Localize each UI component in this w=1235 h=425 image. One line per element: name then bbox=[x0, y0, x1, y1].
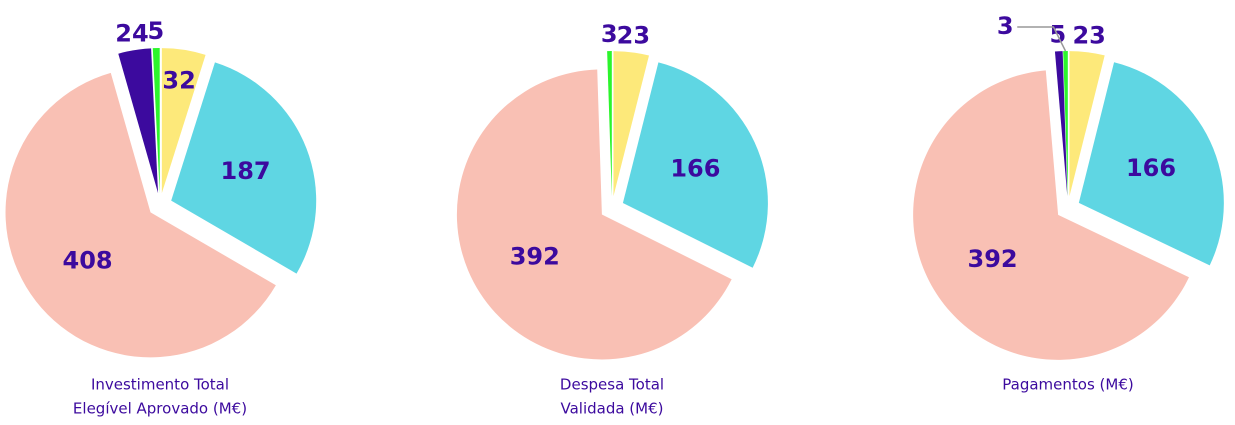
pie-slice bbox=[607, 51, 612, 197]
pie-slice bbox=[171, 62, 317, 274]
data-label: 5 bbox=[148, 17, 165, 45]
data-label: 392 bbox=[968, 245, 1018, 273]
chart-title: Despesa Total bbox=[560, 376, 664, 394]
pie-slice bbox=[913, 70, 1189, 360]
pie-slice bbox=[1078, 62, 1224, 266]
pie-slice bbox=[5, 72, 276, 358]
pie-slice bbox=[456, 69, 732, 360]
leader-line bbox=[1017, 26, 1067, 52]
data-label: 3 bbox=[601, 20, 618, 48]
data-label: 166 bbox=[1126, 154, 1176, 182]
pie-slice bbox=[613, 51, 649, 197]
chart-title: Elegível Aprovado (M€) bbox=[73, 400, 247, 418]
pie-slice bbox=[1054, 51, 1068, 197]
pie-slice bbox=[161, 48, 206, 194]
data-label: 32 bbox=[162, 66, 195, 94]
pie-slice bbox=[622, 62, 768, 268]
chart-title: Pagamentos (M€) bbox=[1002, 376, 1133, 394]
data-label: 166 bbox=[670, 155, 720, 183]
data-label: 23 bbox=[1072, 21, 1105, 49]
data-label: 3 bbox=[997, 12, 1014, 40]
data-label: 187 bbox=[221, 157, 271, 185]
chart-title: Investimento Total bbox=[91, 376, 229, 394]
data-label: 408 bbox=[63, 246, 113, 274]
data-label: 392 bbox=[510, 243, 560, 271]
pie-slice bbox=[152, 48, 160, 194]
pie-slice bbox=[1069, 51, 1105, 197]
data-label: 23 bbox=[617, 21, 650, 49]
pie-slice bbox=[1063, 51, 1068, 197]
chart-title: Validada (M€) bbox=[560, 400, 663, 418]
pie-slice bbox=[118, 48, 159, 194]
data-label: 24 bbox=[115, 19, 148, 47]
